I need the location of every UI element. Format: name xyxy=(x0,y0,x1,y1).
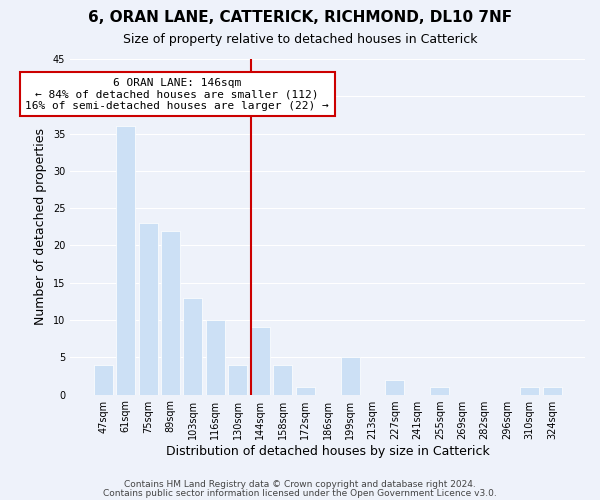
Bar xyxy=(139,223,158,394)
Bar xyxy=(273,365,292,394)
Text: Size of property relative to detached houses in Catterick: Size of property relative to detached ho… xyxy=(123,32,477,46)
Bar xyxy=(341,358,359,395)
Bar xyxy=(206,320,225,394)
Y-axis label: Number of detached properties: Number of detached properties xyxy=(34,128,47,326)
Text: Contains HM Land Registry data © Crown copyright and database right 2024.: Contains HM Land Registry data © Crown c… xyxy=(124,480,476,489)
Bar xyxy=(430,387,449,394)
Bar xyxy=(161,230,180,394)
Bar xyxy=(116,126,135,394)
Bar xyxy=(296,387,315,394)
Bar xyxy=(184,298,202,394)
Text: 6, ORAN LANE, CATTERICK, RICHMOND, DL10 7NF: 6, ORAN LANE, CATTERICK, RICHMOND, DL10 … xyxy=(88,10,512,25)
Bar xyxy=(94,365,113,394)
Text: 6 ORAN LANE: 146sqm
← 84% of detached houses are smaller (112)
16% of semi-detac: 6 ORAN LANE: 146sqm ← 84% of detached ho… xyxy=(25,78,329,111)
Bar xyxy=(251,328,270,394)
Bar xyxy=(228,365,247,394)
Bar xyxy=(520,387,539,394)
Bar xyxy=(385,380,404,394)
Text: Contains public sector information licensed under the Open Government Licence v3: Contains public sector information licen… xyxy=(103,490,497,498)
X-axis label: Distribution of detached houses by size in Catterick: Distribution of detached houses by size … xyxy=(166,444,490,458)
Bar xyxy=(542,387,562,394)
